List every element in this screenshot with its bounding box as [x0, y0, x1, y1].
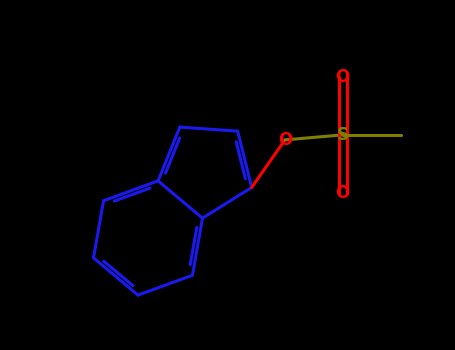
Text: O: O: [336, 68, 350, 86]
Text: O: O: [336, 184, 350, 202]
Text: O: O: [278, 131, 292, 149]
Text: S: S: [337, 126, 349, 144]
